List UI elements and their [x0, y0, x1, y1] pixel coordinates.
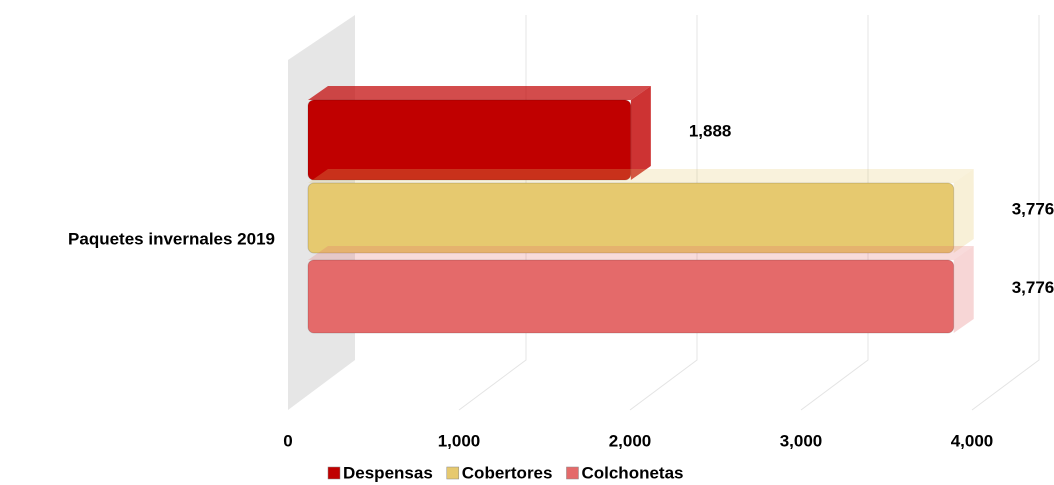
category-label: Paquetes invernales 2019 [68, 229, 275, 248]
bar-top [308, 246, 974, 260]
data-label: 3,776 [1012, 199, 1054, 218]
x-tick-label: 4,000 [951, 431, 994, 450]
bar-side [953, 169, 974, 253]
bar [307, 182, 955, 254]
legend-label: Cobertores [462, 463, 553, 482]
bar-side [630, 86, 651, 180]
data-label: 1,888 [689, 121, 732, 140]
bar [307, 259, 955, 334]
x-tick-label: 3,000 [780, 431, 823, 450]
grid-line [800, 15, 869, 411]
legend-swatch [566, 466, 579, 480]
legend-swatch [327, 466, 341, 480]
legend-label: Colchonetas [581, 463, 683, 482]
data-label: 3,776 [1012, 278, 1054, 297]
grid-line [971, 15, 1040, 411]
x-tick-label: 0 [283, 431, 292, 450]
x-tick-label: 1,000 [438, 431, 481, 450]
bar [307, 99, 632, 181]
x-tick-label: 2,000 [609, 431, 652, 450]
bar-side [953, 246, 974, 333]
legend-label: Despensas [343, 463, 433, 482]
bar-top [308, 86, 651, 100]
legend-swatch [446, 466, 460, 480]
grid-line [629, 15, 698, 411]
bar-top [308, 169, 974, 183]
